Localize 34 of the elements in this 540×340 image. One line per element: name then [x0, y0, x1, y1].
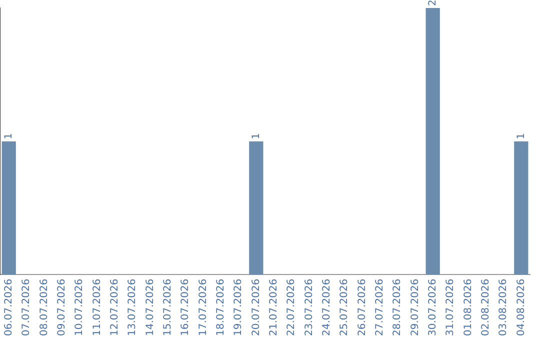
x-tick-label: 10.07.2026 — [74, 278, 86, 336]
x-tick-label: 17.07.2026 — [198, 278, 209, 336]
x-tick-label: 16.07.2026 — [180, 278, 192, 336]
data-label: 1 — [250, 132, 262, 140]
x-tick-label: 15.07.2026 — [162, 278, 174, 336]
x-tick-label: 06.07.2026 — [3, 278, 14, 336]
x-tick-label: 08.07.2026 — [38, 278, 50, 336]
x-tick-label: 02.08.2026 — [480, 278, 492, 336]
x-tick-label: 13.07.2026 — [127, 278, 138, 336]
x-tick-label: 04.08.2026 — [516, 278, 527, 336]
x-tick-label: 18.07.2026 — [215, 278, 226, 336]
x-tick-label: 23.07.2026 — [304, 278, 315, 336]
x-tick-label: 26.07.2026 — [356, 278, 368, 336]
x-tick-label: 12.07.2026 — [109, 278, 120, 336]
x-tick-label: 28.07.2026 — [392, 278, 404, 336]
x-tick-label: 14.07.2026 — [144, 278, 156, 336]
x-tick-label: 19.07.2026 — [233, 278, 244, 336]
x-tick-label: 07.07.2026 — [21, 278, 32, 336]
data-label: 1 — [3, 132, 14, 140]
x-tick-label: 01.08.2026 — [462, 278, 474, 336]
x-tick-label: 03.08.2026 — [498, 278, 510, 336]
data-label: 2 — [427, 0, 438, 6]
x-tick-label: 21.07.2026 — [268, 278, 280, 336]
x-tick-label: 29.07.2026 — [410, 278, 421, 336]
x-tick-label: 09.07.2026 — [56, 278, 68, 336]
x-tick-label: 31.07.2026 — [445, 278, 456, 336]
x-tick-label: 25.07.2026 — [339, 278, 350, 336]
x-tick-label: 20.07.2026 — [250, 278, 262, 336]
x-tick-label: 11.07.2026 — [92, 278, 103, 336]
x-tick-label: 30.07.2026 — [427, 278, 438, 336]
x-tick-label: 24.07.2026 — [321, 278, 332, 336]
x-tick-label: 22.07.2026 — [286, 278, 298, 336]
x-tick-label: 27.07.2026 — [374, 278, 386, 336]
data-label: 1 — [516, 132, 527, 140]
